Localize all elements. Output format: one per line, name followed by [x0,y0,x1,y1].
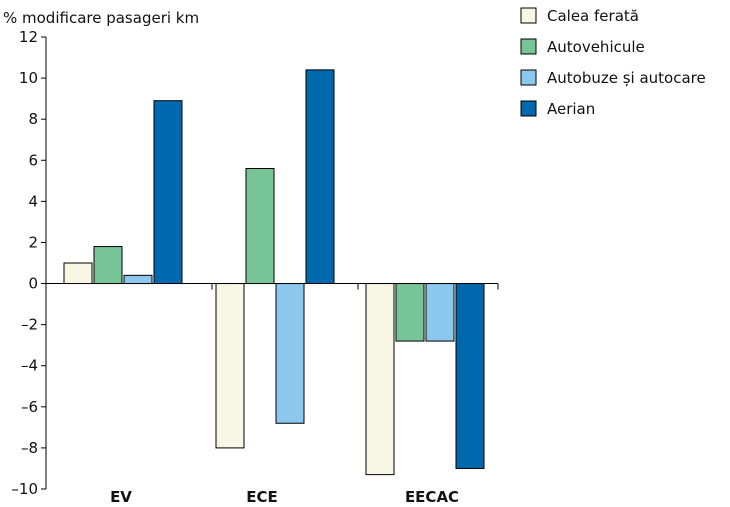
y-tick-label: 4 [28,192,38,210]
y-tick-label: 0 [28,275,38,293]
bar-ece-1 [245,167,275,285]
bar-ece-0 [215,283,245,449]
legend-swatch [520,69,537,86]
bar-ece-3 [305,69,335,285]
bar-ece-2 [275,283,305,424]
bar-eecac-0 [365,283,395,476]
bar-ev-3 [153,100,183,285]
y-tick-label: –6 [21,398,38,416]
legend-label: Aerian [547,100,595,118]
category-label: EV [110,488,132,506]
y-axis-title: % modificare pasageri km [3,9,199,27]
bar-eecac-2 [425,283,455,342]
y-tick-label: –4 [21,357,38,375]
category-label: ECE [246,488,278,506]
legend-label: Calea ferată [547,7,639,25]
y-axis-ticks: 12 10 8 6 4 2 0 –2 –4 –6 –8 –10 [11,28,46,498]
legend-swatch [520,100,537,117]
y-tick-label: –10 [11,480,38,498]
bar-ev-2 [123,274,153,285]
y-tick-label: 8 [28,110,38,128]
y-tick-label: 6 [28,151,38,169]
bar-ev-0 [63,262,93,285]
y-tick-label: –8 [21,439,38,457]
y-tick-label: –2 [21,316,38,334]
category-labels: EV ECE EECAC [110,488,459,506]
legend-swatch [520,38,537,55]
bars [63,69,485,476]
bar-ev-1 [93,246,123,285]
y-tick-label: 10 [19,69,38,87]
y-tick-label: 12 [19,28,38,46]
bar-eecac-3 [455,283,485,469]
legend-label: Autobuze și autocare [547,69,706,87]
legend-swatch [520,7,537,24]
y-tick-label: 2 [28,233,38,251]
bar-eecac-1 [395,283,425,342]
legend-label: Autovehicule [547,38,645,56]
legend: Calea ferată Autovehicule Autobuze și auto… [520,7,706,118]
category-label: EECAC [405,488,459,506]
